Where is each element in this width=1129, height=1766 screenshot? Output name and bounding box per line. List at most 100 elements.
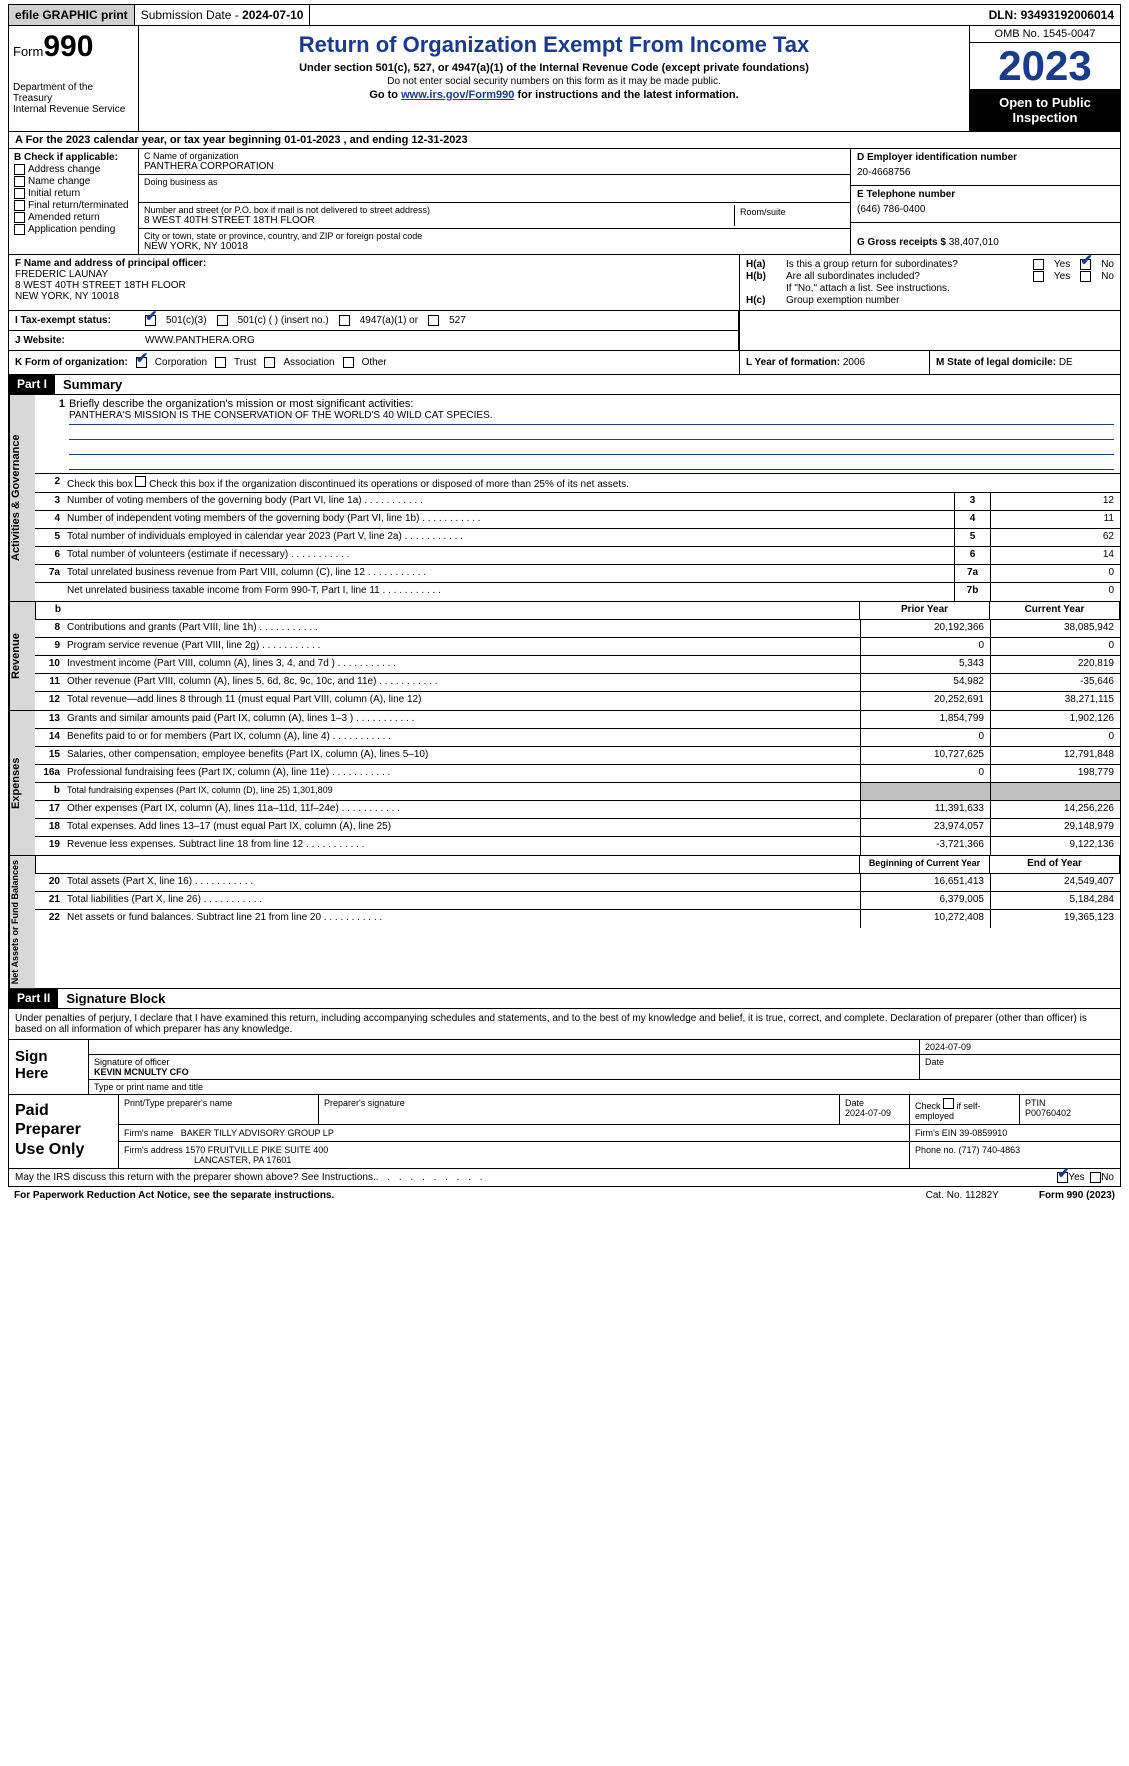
subtitle-2: Do not enter social security numbers on … bbox=[149, 76, 959, 87]
ptin: P00760402 bbox=[1025, 1108, 1071, 1118]
line19: Revenue less expenses. Subtract line 18 … bbox=[63, 837, 860, 855]
chk-address-change[interactable]: Address change bbox=[14, 164, 133, 175]
line3: Number of voting members of the governin… bbox=[63, 493, 954, 510]
side-netassets: Net Assets or Fund Balances bbox=[9, 856, 35, 988]
revenue-section: Revenue bPrior YearCurrent Year 8Contrib… bbox=[8, 602, 1121, 711]
firm-phone: (717) 740-4863 bbox=[959, 1145, 1021, 1155]
chk-527[interactable] bbox=[428, 315, 439, 326]
website-row: J Website: WWW.PANTHERA.ORG bbox=[9, 331, 739, 350]
omb-number: OMB No. 1545-0047 bbox=[970, 26, 1120, 43]
group-return: H(a)Is this a group return for subordina… bbox=[740, 255, 1120, 310]
street-cell: Number and street (or P.O. box if mail i… bbox=[139, 203, 850, 229]
chk-corporation[interactable] bbox=[136, 357, 147, 368]
activities-governance: Activities & Governance 1 Briefly descri… bbox=[8, 395, 1121, 602]
chk-amended-return[interactable]: Amended return bbox=[14, 212, 133, 223]
line22: Net assets or fund balances. Subtract li… bbox=[63, 910, 860, 928]
part2-header: Part II Signature Block bbox=[8, 989, 1121, 1009]
ein-cell: D Employer identification number 20-4668… bbox=[851, 149, 1120, 186]
line6: Total number of volunteers (estimate if … bbox=[63, 547, 954, 564]
line-a-tax-year: A For the 2023 calendar year, or tax yea… bbox=[8, 132, 1121, 149]
col-d-e-g: D Employer identification number 20-4668… bbox=[850, 149, 1120, 254]
side-activities: Activities & Governance bbox=[9, 395, 35, 601]
row-f-h: F Name and address of principal officer:… bbox=[8, 255, 1121, 311]
part1-header: Part I Summary bbox=[8, 375, 1121, 395]
ha-no[interactable] bbox=[1080, 259, 1091, 270]
subtitle-3: Go to www.irs.gov/Form990 for instructio… bbox=[149, 89, 959, 101]
col-b-checkboxes: B Check if applicable: Address change Na… bbox=[9, 149, 139, 254]
chk-trust[interactable] bbox=[215, 357, 226, 368]
line8: Contributions and grants (Part VIII, lin… bbox=[63, 620, 860, 637]
line11: Other revenue (Part VIII, column (A), li… bbox=[63, 674, 860, 691]
tax-exempt-status: I Tax-exempt status: 501(c)(3) 501(c) ( … bbox=[9, 311, 739, 331]
line9: Program service revenue (Part VIII, line… bbox=[63, 638, 860, 655]
sign-date: 2024-07-09 bbox=[920, 1040, 1120, 1054]
chk-501c[interactable] bbox=[217, 315, 228, 326]
line17: Other expenses (Part IX, column (A), lin… bbox=[63, 801, 860, 818]
line16a: Professional fundraising fees (Part IX, … bbox=[63, 765, 860, 782]
gross-receipts: G Gross receipts $ 38,407,010 bbox=[851, 223, 1120, 251]
section-b-to-g: B Check if applicable: Address change Na… bbox=[8, 149, 1121, 255]
row-i-j: I Tax-exempt status: 501(c)(3) 501(c) ( … bbox=[8, 311, 1121, 351]
form-header: Form990 Department of the Treasury Inter… bbox=[8, 26, 1121, 132]
line13: Grants and similar amounts paid (Part IX… bbox=[63, 711, 860, 728]
mission-label: Briefly describe the organization's miss… bbox=[69, 398, 1114, 410]
chk-association[interactable] bbox=[264, 357, 275, 368]
chk-application-pending[interactable]: Application pending bbox=[14, 224, 133, 235]
submission-date: Submission Date - 2024-07-10 bbox=[135, 5, 311, 25]
discuss-no[interactable] bbox=[1090, 1172, 1101, 1183]
chk-501c3[interactable] bbox=[145, 315, 156, 326]
firm-ein: 39-0859910 bbox=[959, 1128, 1007, 1138]
firm-name: BAKER TILLY ADVISORY GROUP LP bbox=[181, 1128, 334, 1138]
form-number: Form990 bbox=[13, 30, 134, 64]
line21: Total liabilities (Part X, line 26) bbox=[63, 892, 860, 909]
line12: Total revenue—add lines 8 through 11 (mu… bbox=[63, 692, 860, 710]
form-title: Return of Organization Exempt From Incom… bbox=[149, 32, 959, 58]
sign-here: Sign Here 2024-07-09 Signature of office… bbox=[8, 1040, 1121, 1095]
year-formation: L Year of formation: 2006 bbox=[740, 351, 930, 374]
paid-preparer: Paid Preparer Use Only Print/Type prepar… bbox=[8, 1095, 1121, 1169]
officer-name: KEVIN MCNULTY CFO bbox=[94, 1067, 189, 1077]
top-toolbar: efile GRAPHIC print Submission Date - 20… bbox=[8, 4, 1121, 26]
chk-name-change[interactable]: Name change bbox=[14, 176, 133, 187]
line15: Salaries, other compensation, employee b… bbox=[63, 747, 860, 764]
open-inspection: Open to Public Inspection bbox=[970, 89, 1120, 131]
dept-irs: Internal Revenue Service bbox=[13, 104, 134, 115]
line10: Investment income (Part VIII, column (A)… bbox=[63, 656, 860, 673]
hb-yes[interactable] bbox=[1033, 271, 1044, 282]
tax-year: 2023 bbox=[970, 43, 1120, 89]
website-value: WWW.PANTHERA.ORG bbox=[145, 335, 255, 346]
chk-final-return[interactable]: Final return/terminated bbox=[14, 200, 133, 211]
city-cell: City or town, state or province, country… bbox=[139, 229, 850, 254]
irs-link[interactable]: www.irs.gov/Form990 bbox=[401, 89, 514, 101]
chk-self-employed[interactable] bbox=[943, 1098, 954, 1109]
dln: DLN: 93493192006014 bbox=[983, 5, 1120, 25]
ha-yes[interactable] bbox=[1033, 259, 1044, 270]
hb-no[interactable] bbox=[1080, 271, 1091, 282]
line14: Benefits paid to or for members (Part IX… bbox=[63, 729, 860, 746]
line2: Check this box Check this box if the org… bbox=[63, 474, 1120, 492]
efile-print-button[interactable]: efile GRAPHIC print bbox=[9, 5, 135, 25]
chk-4947[interactable] bbox=[339, 315, 350, 326]
netassets-section: Net Assets or Fund Balances Beginning of… bbox=[8, 856, 1121, 989]
chk-other[interactable] bbox=[343, 357, 354, 368]
b-label: B Check if applicable: bbox=[14, 152, 133, 163]
line16b: Total fundraising expenses (Part IX, col… bbox=[63, 783, 860, 800]
perjury-statement: Under penalties of perjury, I declare th… bbox=[8, 1009, 1121, 1040]
line4: Number of independent voting members of … bbox=[63, 511, 954, 528]
principal-officer: F Name and address of principal officer:… bbox=[9, 255, 740, 310]
chk-discontinued[interactable] bbox=[135, 476, 146, 487]
subtitle-1: Under section 501(c), 527, or 4947(a)(1)… bbox=[149, 62, 959, 74]
page-footer: For Paperwork Reduction Act Notice, see … bbox=[8, 1187, 1121, 1204]
line18: Total expenses. Add lines 13–17 (must eq… bbox=[63, 819, 860, 836]
line5: Total number of individuals employed in … bbox=[63, 529, 954, 546]
chk-initial-return[interactable]: Initial return bbox=[14, 188, 133, 199]
org-name-cell: C Name of organization PANTHERA CORPORAT… bbox=[139, 149, 850, 175]
col-c-org-info: C Name of organization PANTHERA CORPORAT… bbox=[139, 149, 850, 254]
discuss-yes[interactable] bbox=[1057, 1172, 1068, 1183]
state-domicile: M State of legal domicile: DE bbox=[930, 351, 1120, 374]
dept-treasury: Department of the Treasury bbox=[13, 82, 134, 104]
side-expenses: Expenses bbox=[9, 711, 35, 855]
line7b: Net unrelated business taxable income fr… bbox=[63, 583, 954, 601]
phone-cell: E Telephone number (646) 786-0400 bbox=[851, 186, 1120, 223]
form-of-org: K Form of organization: Corporation Trus… bbox=[9, 351, 740, 374]
